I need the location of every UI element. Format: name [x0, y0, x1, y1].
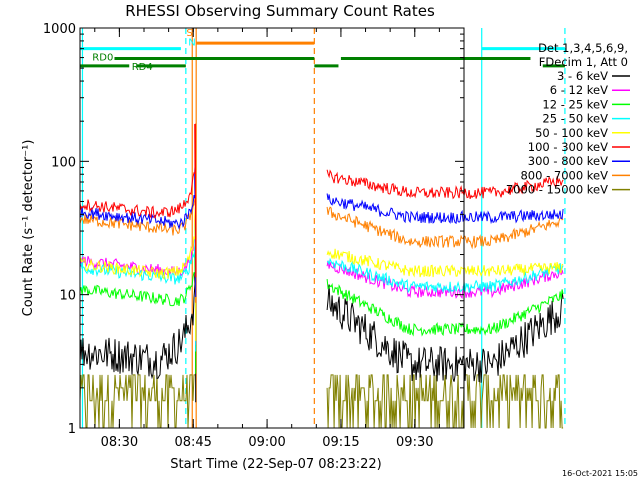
series-line — [326, 284, 564, 383]
series-lines — [79, 123, 564, 429]
annotation-label: N — [188, 38, 195, 49]
series-line — [326, 260, 564, 300]
plot-area: RD0 RD4 SN 1 10 100 1000 08:30 08:45 09:00 09:15… — [43, 22, 566, 450]
y-tick-label: 1 — [68, 422, 76, 437]
legend-entry-label: 25 - 50 keV — [542, 112, 608, 126]
series-line — [79, 165, 197, 303]
legend-entry-label: 12 - 25 keV — [542, 97, 608, 111]
legend-entry-label: 100 - 300 keV — [528, 140, 608, 154]
annotation-label: RD0 — [92, 53, 113, 64]
legend-header-line-2: FDecim 1, Att 0 — [539, 55, 628, 69]
footer-date: 16-Oct-2021 15:05 — [562, 469, 638, 478]
series-line — [326, 279, 564, 337]
annotation-label: RD4 — [132, 62, 153, 73]
x-tick-label: 09:15 — [322, 435, 359, 450]
legend-entry-label: 7000 - 15000 keV — [506, 183, 608, 197]
series-line — [79, 214, 197, 352]
y-tick-label: 1000 — [43, 22, 76, 37]
legend-entry-label: 6 - 12 keV — [550, 83, 608, 97]
chart-title: RHESSI Observing Summary Count Rates — [125, 2, 435, 20]
series-line — [79, 203, 197, 341]
y-tick-label: 10 — [59, 289, 76, 304]
legend-entry-label: 800 - 7000 keV — [520, 168, 608, 182]
legend-entry-label: 50 - 100 keV — [535, 126, 608, 140]
series-line — [79, 159, 197, 298]
status-bars — [80, 41, 565, 68]
legend-entry-label: 3 - 6 keV — [557, 69, 608, 83]
annotations: RD0 RD4 SN — [92, 28, 195, 73]
y-axis-ticks: 1 10 100 1000 — [43, 22, 464, 437]
x-tick-label: 09:30 — [396, 435, 433, 450]
y-tick-label: 100 — [51, 155, 76, 170]
plot-frame — [79, 27, 465, 429]
legend-entry-label: 300 - 800 keV — [528, 154, 608, 168]
series-line — [326, 248, 564, 278]
annotation-label: S — [186, 28, 192, 39]
series-line — [326, 374, 564, 429]
series-line — [326, 257, 564, 294]
legend-header-line-1: Det 1,3,4,5,6,9, — [538, 41, 628, 55]
series-line — [79, 123, 197, 278]
x-tick-label: 08:30 — [101, 435, 138, 450]
y-axis-label: Count Rate (s⁻¹ detector⁻¹) — [21, 140, 36, 317]
series-line — [326, 206, 564, 250]
series-line — [79, 265, 197, 403]
x-axis-label: Start Time (22-Sep-07 08:23:22) — [170, 457, 381, 472]
x-tick-label: 09:00 — [248, 435, 285, 450]
series-line — [326, 169, 564, 200]
x-axis-ticks: 08:30 08:45 09:00 09:15 09:30 — [94, 28, 465, 450]
x-tick-label: 08:45 — [174, 435, 211, 450]
series-line — [79, 236, 197, 374]
legend: Det 1,3,4,5,6,9, FDecim 1, Att 0 3 - 6 k… — [506, 41, 630, 197]
series-line — [79, 374, 195, 429]
series-line — [326, 193, 564, 225]
